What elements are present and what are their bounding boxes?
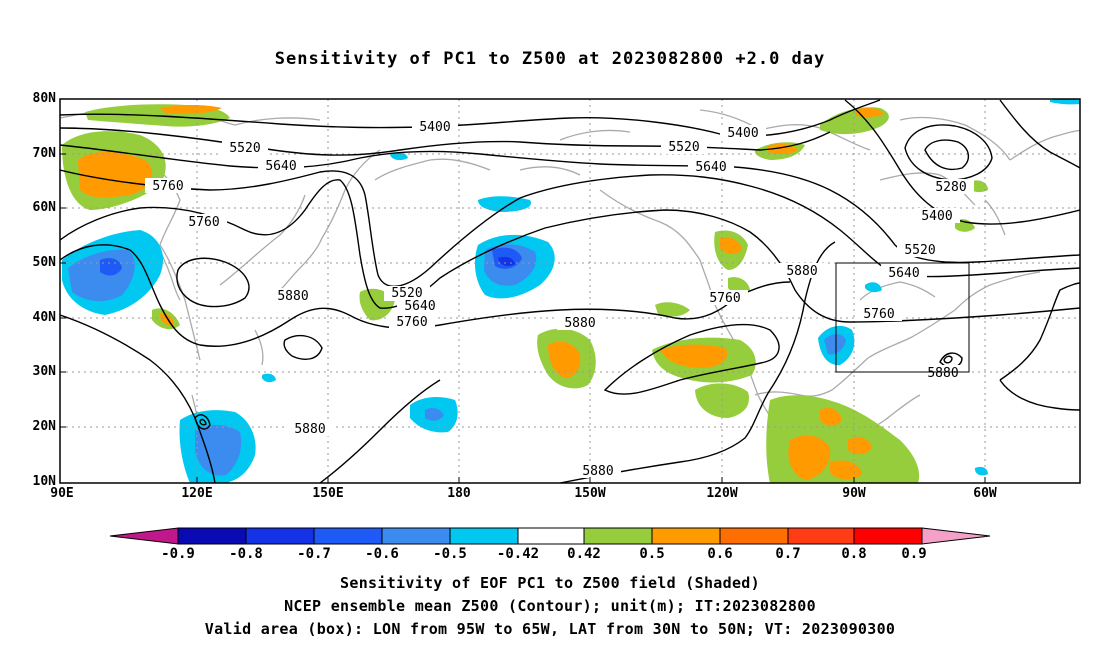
contour-label: 5640 [265, 159, 296, 174]
lat-label-40n: 40N [32, 310, 56, 325]
contour-label: 5760 [152, 179, 183, 194]
contour-label: 5640 [404, 299, 435, 314]
contour-label: 5880 [786, 264, 817, 279]
lat-label-20n: 20N [32, 419, 56, 434]
lon-label-120e: 120E [181, 486, 213, 501]
contour-label: 5760 [863, 307, 894, 322]
contour-label: 5880 [927, 366, 958, 381]
footer-line-1: Sensitivity of EOF PC1 to Z500 field (Sh… [340, 574, 760, 592]
contour-label: 5400 [921, 209, 952, 224]
colorbar-tick: -0.9 [161, 546, 195, 562]
colorbar-tick: 0.6 [707, 546, 732, 562]
contour-label: 5880 [582, 464, 613, 479]
contour-labels: 5400 5520 5640 5760 5760 5400 5520 5640 … [145, 119, 974, 479]
contour-label: 5880 [277, 289, 308, 304]
lon-label-90w: 90W [842, 486, 866, 501]
lon-label-90e: 90E [50, 486, 74, 501]
lat-label-10n: 10N [32, 474, 56, 489]
colorbar-tick: 0.7 [775, 546, 800, 562]
lat-label-80n: 80N [32, 91, 56, 106]
contour-label: 5520 [391, 286, 422, 301]
negative-sensitivity-shading [62, 99, 1080, 483]
colorbar-tick: 0.8 [841, 546, 866, 562]
colorbar-tick: -0.8 [229, 546, 263, 562]
colorbar-tick: -0.42 [497, 546, 539, 562]
colorbar-tick: -0.6 [365, 546, 399, 562]
valid-area-box [835, 262, 970, 373]
contour-label: 5880 [294, 422, 325, 437]
contour-label: 5400 [419, 120, 450, 135]
contour-label: 5760 [709, 291, 740, 306]
lon-label-150e: 150E [312, 486, 344, 501]
colorbar-tick: 0.5 [639, 546, 664, 562]
colorbar-tick: 0.9 [901, 546, 926, 562]
lat-label-30n: 30N [32, 364, 56, 379]
lat-label-60n: 60N [32, 200, 56, 215]
contour-label: 5880 [564, 316, 595, 331]
colorbar-tick-labels: -0.9 -0.8 -0.7 -0.6 -0.5 -0.42 0.42 0.5 … [161, 546, 927, 562]
colorbar-tick: 0.42 [567, 546, 601, 562]
colorbar [109, 527, 991, 545]
map-title: Sensitivity of PC1 to Z500 at 2023082800… [274, 49, 826, 69]
footer-line-2: NCEP ensemble mean Z500 (Contour); unit(… [284, 597, 816, 615]
contour-label: 5640 [695, 160, 726, 175]
contour-label: 5520 [668, 140, 699, 155]
contour-label: 5760 [188, 215, 219, 230]
lon-label-150w: 150W [574, 486, 606, 501]
colorbar-tick: -0.5 [433, 546, 467, 562]
contour-label: 5520 [229, 141, 260, 156]
contour-label: 5760 [396, 315, 427, 330]
plot-frame [59, 98, 1081, 484]
lat-label-50n: 50N [32, 255, 56, 270]
contour-label: 5280 [935, 180, 966, 195]
contour-label: 5520 [904, 243, 935, 258]
axis-ticks [60, 98, 986, 483]
lat-label-70n: 70N [32, 146, 56, 161]
lon-label-180: 180 [447, 486, 471, 501]
lon-label-60w: 60W [973, 486, 997, 501]
lon-label-120w: 120W [706, 486, 738, 501]
colorbar-tick: -0.7 [297, 546, 331, 562]
colorbar-max-triangle [921, 527, 991, 545]
contour-label: 5640 [888, 266, 919, 281]
colorbar-min-triangle [109, 527, 179, 545]
footer-line-3: Valid area (box): LON from 95W to 65W, L… [204, 620, 896, 638]
contour-label: 5400 [727, 126, 758, 141]
